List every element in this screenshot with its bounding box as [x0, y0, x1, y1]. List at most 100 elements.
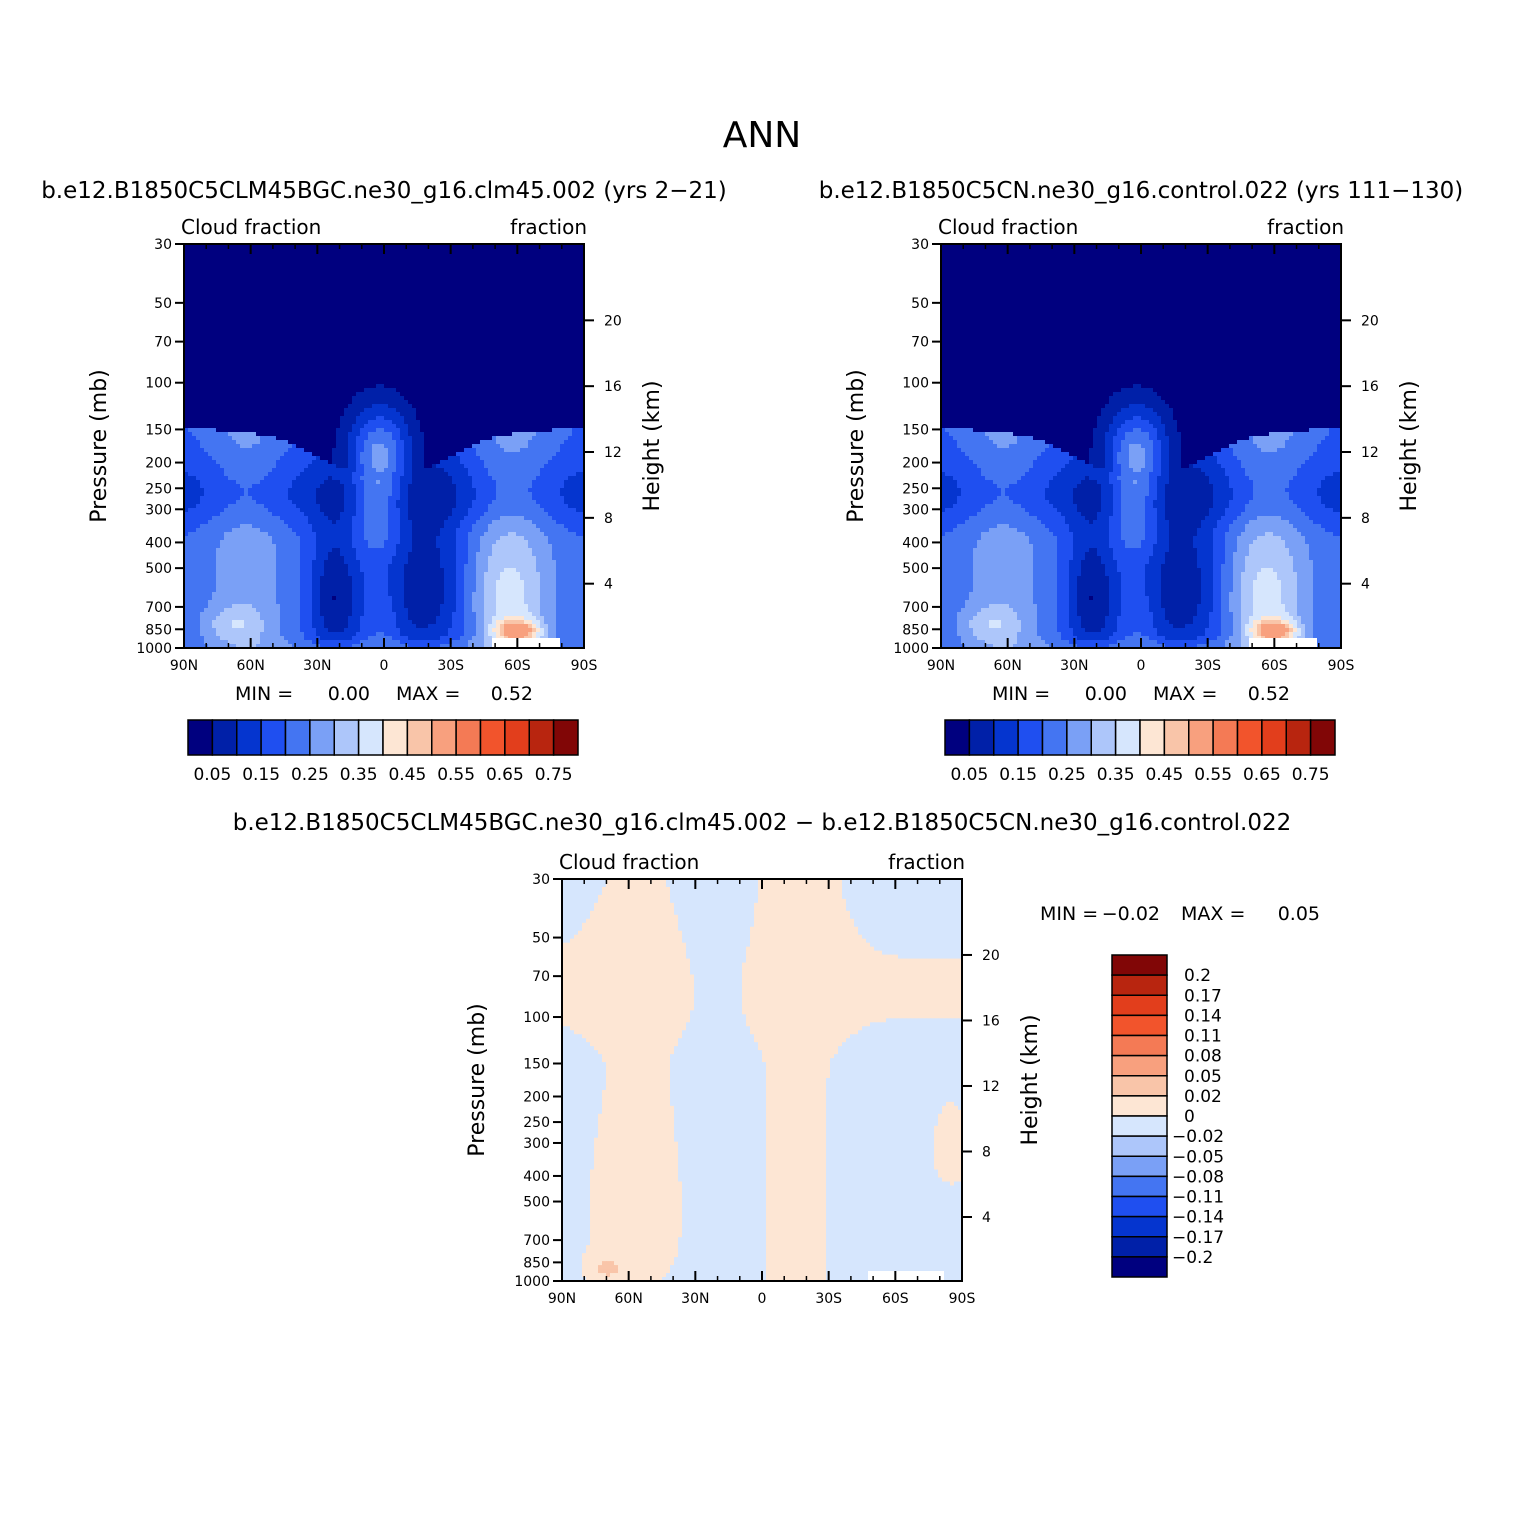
field-cell	[204, 348, 209, 353]
field-cell	[560, 304, 565, 309]
field-cell	[192, 296, 197, 301]
field-cell	[552, 368, 557, 373]
field-cell	[300, 408, 305, 413]
field-cell	[200, 256, 205, 261]
field-cell	[368, 384, 373, 389]
field-cell	[560, 432, 565, 437]
field-cell	[456, 284, 461, 289]
field-cell	[560, 436, 565, 441]
field-cell	[480, 412, 485, 417]
field-cell	[296, 416, 301, 421]
field-cell	[400, 340, 405, 345]
field-cell	[428, 364, 433, 369]
field-cell	[288, 408, 293, 413]
field-cell	[208, 396, 213, 401]
field-cell	[428, 292, 433, 297]
field-cell	[520, 336, 525, 341]
field-cell	[392, 304, 397, 309]
field-cell	[436, 332, 441, 337]
field-cell	[524, 344, 529, 349]
field-cell	[500, 268, 505, 273]
field-cell	[188, 268, 193, 273]
field-cell	[364, 300, 369, 305]
field-cell	[340, 320, 345, 325]
field-cell	[480, 348, 485, 353]
field-cell	[456, 424, 461, 429]
field-cell	[480, 372, 485, 377]
field-cell	[380, 248, 385, 253]
field-cell	[488, 296, 493, 301]
field-cell	[492, 408, 497, 413]
field-cell	[196, 248, 201, 253]
field-cell	[292, 404, 297, 409]
field-cell	[488, 324, 493, 329]
field-cell	[212, 260, 217, 265]
field-cell	[428, 348, 433, 353]
field-cell	[492, 348, 497, 353]
field-cell	[528, 440, 533, 445]
field-cell	[504, 376, 509, 381]
field-cell	[560, 260, 565, 265]
field-cell	[444, 280, 449, 285]
field-cell	[360, 356, 365, 361]
field-cell	[540, 272, 545, 277]
field-cell	[220, 276, 225, 281]
field-cell	[312, 300, 317, 305]
field-cell	[412, 436, 417, 441]
field-cell	[256, 296, 261, 301]
field-cell	[404, 376, 409, 381]
field-cell	[212, 280, 217, 285]
field-cell	[244, 308, 249, 313]
field-cell	[356, 260, 361, 265]
field-cell	[480, 384, 485, 389]
field-cell	[420, 348, 425, 353]
field-cell	[356, 304, 361, 309]
field-cell	[188, 332, 193, 337]
field-cell	[360, 324, 365, 329]
field-cell	[408, 436, 413, 441]
field-cell	[200, 428, 205, 433]
field-cell	[424, 380, 429, 385]
field-cell	[364, 384, 369, 389]
field-cell	[300, 328, 305, 333]
field-cell	[360, 312, 365, 317]
field-cell	[208, 268, 213, 273]
field-cell	[476, 268, 481, 273]
field-cell	[184, 432, 189, 437]
field-cell	[288, 296, 293, 301]
field-cell	[236, 340, 241, 345]
field-cell	[552, 396, 557, 401]
field-cell	[556, 392, 561, 397]
field-cell	[468, 268, 473, 273]
field-cell	[392, 324, 397, 329]
field-cell	[532, 352, 537, 357]
field-cell	[200, 304, 205, 309]
field-cell	[436, 364, 441, 369]
field-cell	[384, 432, 389, 437]
field-cell	[280, 252, 285, 257]
field-cell	[420, 436, 425, 441]
field-cell	[232, 300, 237, 305]
field-cell	[280, 404, 285, 409]
field-cell	[220, 304, 225, 309]
field-cell	[272, 276, 277, 281]
field-cell	[244, 312, 249, 317]
field-cell	[424, 276, 429, 281]
field-cell	[264, 296, 269, 301]
field-cell	[484, 312, 489, 317]
field-cell	[512, 312, 517, 317]
field-cell	[328, 424, 333, 429]
field-cell	[500, 336, 505, 341]
field-cell	[260, 392, 265, 397]
field-cell	[568, 336, 573, 341]
field-cell	[424, 324, 429, 329]
field-cell	[384, 356, 389, 361]
field-cell	[448, 256, 453, 261]
field-cell	[556, 380, 561, 385]
field-cell	[456, 380, 461, 385]
field-cell	[220, 292, 225, 297]
field-cell	[428, 288, 433, 293]
field-cell	[392, 388, 397, 393]
field-cell	[252, 400, 257, 405]
field-cell	[480, 300, 485, 305]
